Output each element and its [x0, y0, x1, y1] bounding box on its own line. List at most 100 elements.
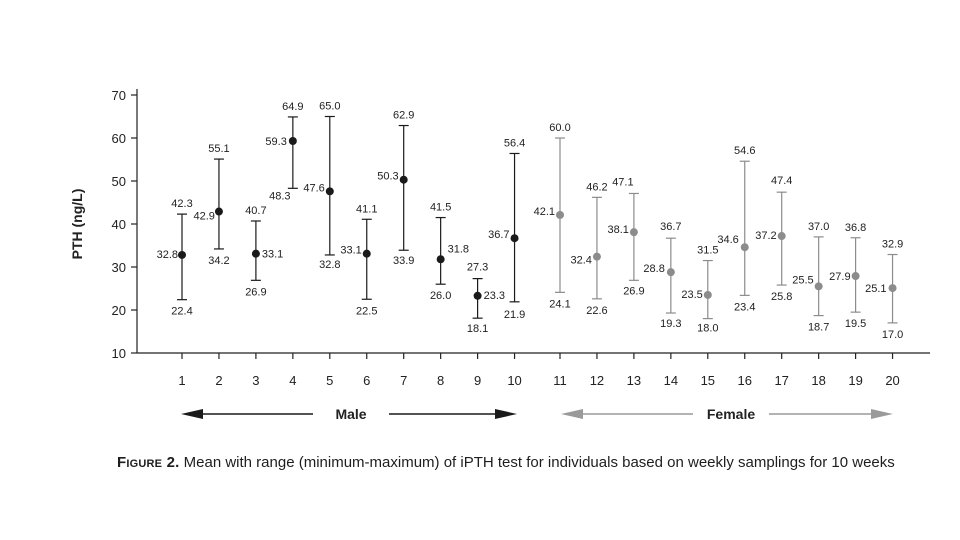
mean-point	[325, 187, 334, 196]
error-bar-15: 31.5 18.0 23.5	[681, 245, 718, 335]
min-label: 19.3	[660, 318, 681, 330]
min-label: 33.9	[393, 255, 414, 267]
min-label: 25.8	[771, 291, 792, 303]
max-label: 36.7	[660, 221, 681, 233]
min-label: 18.0	[697, 323, 718, 335]
max-label: 41.1	[356, 203, 377, 215]
max-label: 41.5	[430, 202, 451, 214]
mean-point	[362, 249, 371, 258]
x-tick-label: 5	[326, 373, 333, 388]
error-bar-16: 54.6 23.4 34.6	[717, 145, 755, 313]
y-axis-label: PTH (ng/L)	[69, 189, 85, 260]
max-label: 62.9	[393, 110, 414, 122]
y-tick-label: 10	[112, 346, 126, 361]
mean-point	[888, 284, 897, 293]
x-tick-label: 19	[848, 373, 862, 388]
max-label: 64.9	[282, 101, 303, 113]
y-tick-label: 50	[112, 174, 126, 189]
min-label: 26.9	[623, 285, 644, 297]
x-tick-label: 16	[738, 373, 752, 388]
mean-point	[814, 282, 823, 291]
figure-caption: Figure 2. Mean with range (minimum-maxim…	[117, 454, 895, 471]
error-bar-12: 46.2 22.6 32.4	[571, 181, 608, 316]
error-bar-4: 64.9 48.3 59.3	[265, 101, 303, 202]
max-label: 37.0	[808, 221, 829, 233]
mean-label: 42.9	[194, 211, 215, 223]
male-group-label: Male	[335, 406, 366, 422]
mean-point	[510, 234, 519, 243]
min-label: 32.8	[319, 259, 340, 271]
error-bar-6: 41.1 22.5 33.1	[340, 203, 377, 317]
x-tick-label: 12	[590, 373, 604, 388]
min-label: 19.5	[845, 318, 866, 330]
error-bar-13: 47.1 26.9 38.1	[607, 176, 644, 297]
mean-label: 59.3	[265, 136, 286, 148]
male-group-arrow-right	[495, 409, 517, 419]
max-label: 65.0	[319, 101, 340, 113]
x-tick-label: 4	[289, 373, 296, 388]
x-tick-label: 9	[474, 373, 481, 388]
group-arrows: Male Female	[181, 406, 893, 422]
mean-label: 33.1	[340, 245, 361, 257]
mean-point	[777, 232, 786, 241]
mean-point	[556, 210, 564, 219]
min-label: 34.2	[208, 255, 229, 267]
x-tick-label: 13	[627, 373, 641, 388]
mean-point	[629, 228, 638, 237]
caption-text: Mean with range (minimum-maximum) of iPT…	[179, 454, 895, 471]
mean-label: 31.8	[448, 243, 469, 255]
x-tick-label: 6	[363, 373, 370, 388]
max-label: 36.8	[845, 222, 866, 234]
error-bar-3: 40.7 26.9 33.1	[245, 205, 283, 298]
min-label: 21.9	[504, 309, 525, 321]
x-tick-label: 18	[811, 373, 825, 388]
error-bar-9: 27.3 18.1 23.3	[467, 262, 505, 336]
male-group-arrow-left	[181, 409, 203, 419]
max-label: 56.4	[504, 137, 525, 149]
max-label: 55.1	[208, 143, 229, 155]
error-bar-1: 42.3 22.4 32.8	[157, 198, 193, 318]
mean-label: 27.9	[829, 271, 850, 283]
x-tick-label: 3	[252, 373, 259, 388]
error-bar-19: 36.8 19.5 27.9	[829, 222, 866, 330]
mean-label: 32.4	[571, 255, 592, 267]
error-bar-10: 56.4 21.9 36.7	[488, 137, 525, 320]
y-tick-label: 60	[112, 131, 126, 146]
mean-label: 38.1	[607, 224, 628, 236]
min-label: 22.4	[171, 306, 192, 318]
mean-point	[740, 243, 749, 252]
max-label: 46.2	[586, 181, 607, 193]
female-group-arrow-right	[871, 409, 893, 419]
max-label: 42.3	[171, 198, 192, 210]
max-label: 60.0	[549, 122, 570, 134]
min-label: 18.1	[467, 323, 488, 335]
mean-point	[592, 252, 601, 261]
min-label: 26.9	[245, 286, 266, 298]
mean-label: 23.3	[484, 290, 505, 302]
mean-label: 37.2	[755, 230, 776, 242]
mean-label: 33.1	[262, 249, 283, 261]
min-label: 48.3	[269, 190, 290, 202]
mean-label: 28.8	[643, 263, 664, 275]
y-tick-label: 30	[112, 260, 126, 275]
max-label: 47.4	[771, 175, 792, 187]
mean-label: 47.6	[303, 182, 324, 194]
error-bar-14: 36.7 19.3 28.8	[643, 221, 681, 330]
mean-label: 25.5	[792, 274, 813, 286]
y-tick-label: 40	[112, 217, 126, 232]
error-bar-11: 60.0 24.1 42.1	[534, 122, 571, 310]
max-label: 47.1	[612, 176, 633, 188]
error-bar-17: 47.4 25.8 37.2	[755, 175, 792, 303]
min-label: 26.0	[430, 290, 451, 302]
mean-point	[178, 250, 186, 259]
min-label: 22.6	[586, 305, 607, 317]
mean-label: 32.8	[157, 249, 178, 261]
figure-label: Figure 2.	[117, 454, 180, 471]
error-bar-8: 41.5 26.0 31.8	[430, 202, 469, 303]
y-tick-label: 70	[112, 88, 126, 103]
error-bar-2: 55.1 34.2 42.9	[194, 143, 230, 267]
error-bar-20: 32.9 17.0 25.1	[865, 239, 903, 341]
x-tick-label: 8	[437, 373, 444, 388]
min-label: 23.4	[734, 301, 755, 313]
